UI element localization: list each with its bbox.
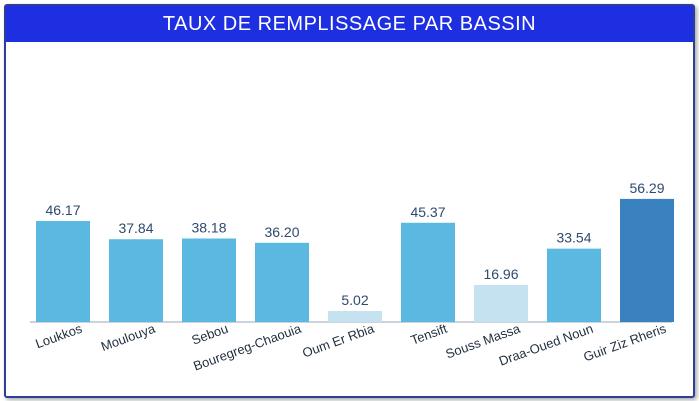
value-label-2: 38.18 [191,220,226,236]
value-label-7: 33.54 [556,230,591,246]
bar-7 [547,248,601,322]
category-label-4: Oum Er Rbia [300,320,376,360]
value-label-4: 5.02 [341,292,368,308]
chart-title: TAUX DE REMPLISSAGE PAR BASSIN [6,6,693,42]
value-label-3: 36.20 [264,224,299,240]
bar-0 [36,221,90,322]
value-label-5: 45.37 [410,204,445,220]
bar-2 [182,238,236,322]
bar-6 [474,284,528,322]
chart-frame: TAUX DE REMPLISSAGE PAR BASSIN 46.17 Louk… [4,4,695,398]
value-label-0: 46.17 [45,202,80,218]
category-label-2: Sebou [190,321,230,348]
value-label-8: 56.29 [629,180,664,196]
category-label-1: Moulouya [99,320,158,354]
bar-5 [401,222,455,322]
bar-1 [109,239,163,322]
category-label-5: Tensift [409,321,450,348]
bar-8 [620,198,674,322]
value-label-6: 16.96 [483,266,518,282]
value-label-1: 37.84 [118,220,153,236]
bar-4 [328,311,382,322]
bar-chart: 46.17 Loukkos 37.84 Moulouya 38.18 Sebou 36.20… [30,180,674,374]
bar-3 [255,242,309,322]
category-label-8: Guir Ziz Rheris [581,321,668,365]
category-label-0: Loukkos [33,321,84,352]
